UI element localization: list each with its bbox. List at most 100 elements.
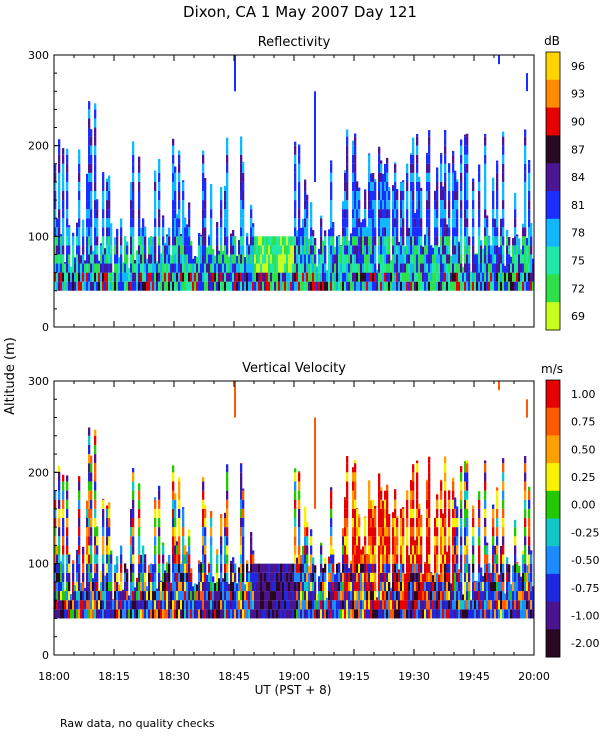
- heatmap-cell: [438, 254, 441, 264]
- heatmap-cell: [418, 181, 421, 191]
- heatmap-cell: [298, 572, 301, 582]
- colorbar-segment: [546, 274, 560, 303]
- heatmap-cell: [426, 172, 429, 182]
- heatmap-cell: [418, 591, 421, 601]
- heatmap-cell: [502, 281, 505, 291]
- heatmap-cell: [106, 505, 109, 509]
- heatmap-cell: [94, 518, 97, 528]
- heatmap-cell: [414, 213, 417, 219]
- heatmap-cell: [372, 254, 375, 264]
- heatmap-cell: [512, 581, 515, 592]
- heatmap-cell: [304, 272, 307, 282]
- heatmap-cell: [202, 200, 205, 210]
- heatmap-cell: [254, 581, 257, 592]
- heatmap-cell: [150, 572, 153, 582]
- heatmap-cell: [338, 263, 341, 273]
- heatmap-cell: [120, 563, 123, 573]
- heatmap-cell: [388, 581, 391, 592]
- heatmap-cell: [294, 481, 297, 491]
- heatmap-cell: [90, 245, 93, 255]
- heatmap-cell: [154, 545, 157, 555]
- heatmap-cell: [204, 218, 207, 228]
- heatmap-cell: [194, 272, 197, 282]
- heatmap-cell: [522, 572, 525, 582]
- heatmap-cell: [304, 545, 307, 555]
- heatmap-cell: [78, 263, 81, 273]
- heatmap-cell: [386, 172, 389, 182]
- heatmap-cell: [492, 272, 495, 282]
- heatmap-cell: [250, 218, 253, 228]
- heatmap-cell: [102, 527, 105, 537]
- heatmap-cell: [372, 545, 375, 555]
- heatmap-cell: [132, 209, 135, 219]
- heatmap-cell: [514, 581, 517, 592]
- heatmap-cell: [328, 281, 331, 291]
- heatmap-cell: [528, 159, 531, 164]
- heatmap-cell: [370, 281, 373, 291]
- heatmap-cell: [154, 272, 157, 282]
- heatmap-cell: [384, 499, 387, 509]
- heatmap-cell: [152, 263, 155, 273]
- heatmap-cell: [230, 254, 233, 264]
- heatmap-cell: [302, 281, 305, 291]
- heatmap-cell: [174, 581, 177, 592]
- heatmap-cell: [484, 191, 487, 201]
- heatmap-cell: [530, 263, 533, 273]
- heatmap-cell: [176, 581, 179, 592]
- heatmap-cell: [472, 609, 475, 619]
- heatmap-cell: [446, 554, 449, 564]
- heatmap-cell: [114, 609, 117, 619]
- heatmap-cell: [380, 181, 383, 191]
- heatmap-cell: [142, 218, 145, 228]
- heatmap-cell: [228, 584, 231, 592]
- heatmap-cell: [414, 572, 417, 582]
- heatmap-cell: [132, 472, 135, 482]
- heatmap-cell: [182, 281, 185, 291]
- heatmap-cell: [498, 381, 500, 391]
- heatmap-cell: [308, 238, 311, 246]
- heatmap-cell: [472, 508, 475, 518]
- heatmap-cell: [204, 504, 207, 509]
- heatmap-cell: [516, 581, 519, 592]
- heatmap-cell: [514, 563, 517, 573]
- heatmap-cell: [330, 281, 333, 291]
- heatmap-cell: [114, 281, 117, 291]
- heatmap-cell: [446, 224, 449, 228]
- heatmap-cell: [484, 545, 487, 555]
- heatmap-cell: [132, 600, 135, 610]
- heatmap-cell: [58, 472, 61, 482]
- heatmap-cell: [158, 245, 161, 255]
- heatmap-cell: [264, 600, 267, 610]
- heatmap-cell: [434, 254, 437, 264]
- heatmap-cell: [382, 581, 385, 592]
- heatmap-cell: [166, 272, 169, 282]
- heatmap-cell: [354, 154, 357, 164]
- heatmap-cell: [58, 591, 61, 601]
- heatmap-cell: [226, 272, 229, 282]
- heatmap-cell: [414, 227, 417, 237]
- heatmap-cell: [116, 591, 119, 601]
- heatmap-cell: [164, 263, 167, 273]
- heatmap-cell: [276, 236, 279, 246]
- heatmap-cell: [368, 609, 371, 619]
- heatmap-cell: [82, 281, 85, 291]
- heatmap-cell: [492, 263, 495, 273]
- altitude-axis-label: Altitude (m): [3, 337, 18, 415]
- heatmap-cell: [424, 600, 427, 610]
- heatmap-cell: [212, 581, 215, 592]
- heatmap-cell: [306, 527, 309, 537]
- heatmap-cell: [274, 254, 277, 264]
- heatmap-cell: [54, 518, 57, 528]
- heatmap-cell: [90, 191, 93, 201]
- heatmap-cell: [438, 609, 441, 619]
- heatmap-cell: [412, 490, 415, 500]
- heatmap-cell: [70, 272, 73, 282]
- heatmap-cell: [90, 209, 93, 219]
- heatmap-cell: [174, 245, 177, 255]
- heatmap-cell: [296, 563, 299, 573]
- heatmap-cell: [322, 281, 325, 291]
- heatmap-cell: [330, 499, 333, 509]
- heatmap-cell: [474, 253, 477, 255]
- heatmap-cell: [406, 263, 409, 273]
- heatmap-cell: [504, 265, 507, 273]
